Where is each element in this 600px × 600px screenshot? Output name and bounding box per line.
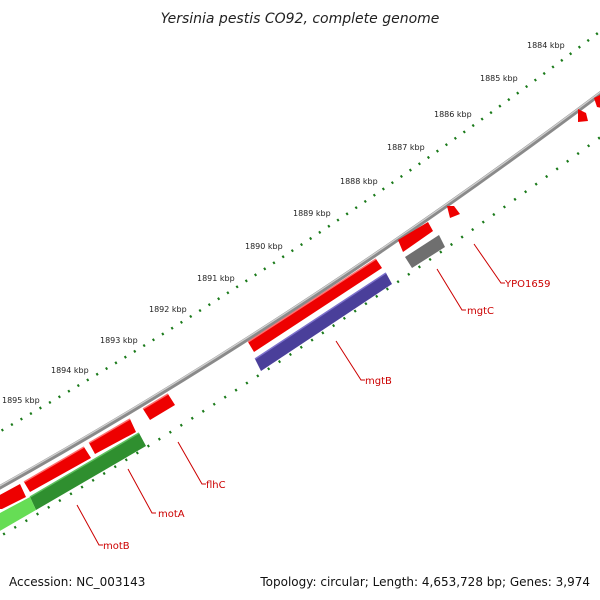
gene-label-mgtc: mgtC (467, 306, 494, 317)
kbp-label-1894: 1894 kbp (51, 366, 89, 375)
gene-highlight (254, 272, 387, 360)
gene-label-flhc: flhC (206, 480, 226, 491)
kbp-label-1888: 1888 kbp (340, 177, 378, 186)
kbp-label-1890: 1890 kbp (245, 242, 283, 251)
kbp-label-1892: 1892 kbp (149, 305, 187, 314)
gene-arrow[interactable] (398, 222, 433, 252)
accession-label: Accession: NC_003143 (9, 575, 145, 589)
gene-arrow[interactable] (89, 419, 136, 454)
reverse-genes (0, 235, 445, 532)
map-title: Yersinia pestis CO92, complete genome (161, 11, 440, 27)
gene-highlight (23, 393, 169, 483)
gene-arrow[interactable] (0, 497, 36, 532)
kbp-label-1887: 1887 kbp (387, 143, 425, 152)
gene-arrow[interactable] (578, 109, 588, 122)
genome-backbone (0, 90, 600, 490)
kbp-label-1886: 1886 kbp (434, 110, 472, 119)
forward-genes (0, 94, 600, 509)
gene-arrow[interactable] (24, 447, 91, 492)
gene-label-mgtb: mgtB (365, 376, 392, 387)
gene-label-mota: motA (158, 509, 185, 520)
gene-arrow[interactable] (248, 259, 382, 352)
gene-label-motb: motB (103, 541, 130, 552)
inner-tick-ring (0, 135, 600, 538)
outer-tick-ring (0, 32, 599, 433)
kbp-label-1895: 1895 kbp (2, 396, 40, 405)
gene-highlight (29, 432, 140, 498)
kbp-label-1893: 1893 kbp (100, 336, 138, 345)
gene-arrow[interactable] (447, 206, 460, 218)
gene-arrow[interactable] (0, 484, 26, 509)
gene-highlight (247, 258, 377, 343)
gene-label-ypo1659: YPO1659 (504, 279, 550, 290)
gene-arrow[interactable] (30, 433, 146, 510)
kbp-label-1885: 1885 kbp (480, 74, 518, 83)
genome-backbone-highlight (0, 91, 600, 487)
gene-arrow[interactable] (594, 94, 600, 108)
kbp-label-1884: 1884 kbp (527, 41, 565, 50)
gene-label-leaders (76, 243, 505, 546)
kbp-label-1889: 1889 kbp (293, 209, 331, 218)
kbp-label-1891: 1891 kbp (197, 274, 235, 283)
genome-summary: Topology: circular; Length: 4,653,728 bp… (259, 575, 590, 589)
gene-arrow[interactable] (405, 235, 445, 268)
gene-arrow[interactable] (143, 394, 175, 420)
gene-arrow[interactable] (255, 273, 392, 371)
